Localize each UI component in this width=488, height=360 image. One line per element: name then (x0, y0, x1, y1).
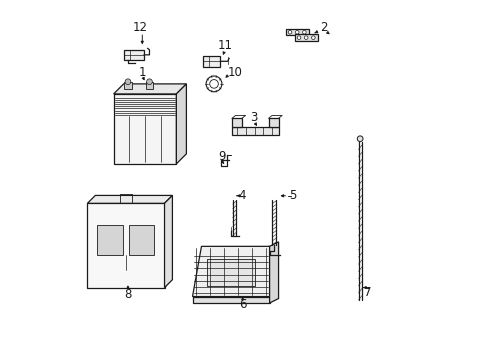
Circle shape (297, 36, 300, 40)
Bar (231, 127, 278, 135)
Text: 8: 8 (124, 288, 131, 301)
Text: 10: 10 (227, 66, 243, 79)
Circle shape (287, 31, 291, 34)
Text: 3: 3 (250, 111, 257, 124)
Circle shape (357, 136, 362, 141)
Circle shape (295, 31, 298, 34)
Polygon shape (176, 84, 186, 164)
Text: 9: 9 (217, 150, 225, 163)
Text: 2: 2 (319, 22, 326, 35)
Bar (128, 225, 154, 255)
Bar (231, 118, 242, 127)
Circle shape (125, 79, 131, 85)
Bar (268, 118, 278, 127)
Text: 1: 1 (138, 66, 146, 79)
Bar (206, 259, 255, 286)
Circle shape (209, 80, 218, 88)
Bar (124, 50, 144, 60)
Polygon shape (269, 242, 278, 303)
Text: 12: 12 (133, 21, 148, 34)
Text: 6: 6 (239, 298, 246, 311)
Polygon shape (164, 195, 172, 288)
Circle shape (311, 36, 314, 40)
Text: 11: 11 (217, 39, 232, 52)
Bar (124, 82, 131, 89)
Circle shape (304, 36, 307, 40)
Polygon shape (192, 246, 278, 297)
Bar (294, 35, 317, 41)
Bar (203, 55, 220, 67)
Bar (87, 203, 164, 288)
Polygon shape (113, 84, 186, 94)
Polygon shape (87, 195, 172, 203)
Bar (285, 29, 308, 36)
Text: 5: 5 (289, 189, 296, 202)
Bar (113, 94, 176, 164)
Text: 7: 7 (364, 287, 371, 300)
Bar (145, 82, 153, 89)
Circle shape (146, 79, 152, 85)
Circle shape (302, 31, 305, 34)
Bar (97, 225, 123, 255)
Circle shape (206, 76, 222, 92)
Bar (192, 297, 269, 303)
Text: 4: 4 (238, 189, 245, 202)
